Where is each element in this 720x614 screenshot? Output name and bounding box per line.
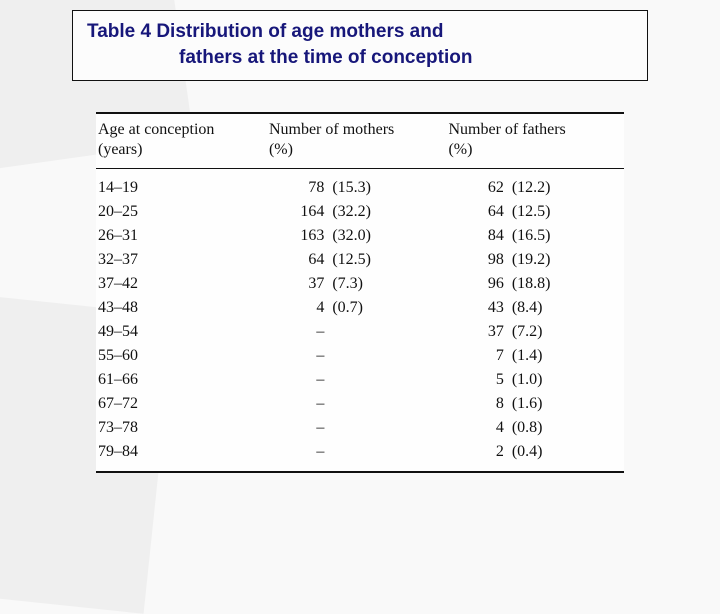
cell-mothers-pct: (0.7) <box>328 296 444 320</box>
cell-mothers-n: 64 <box>265 248 328 272</box>
cell-fathers-pct: (1.6) <box>508 392 624 416</box>
title-box: Table 4 Distribution of age mothers and … <box>72 10 648 81</box>
table-row: 61–66– 5(1.0) <box>96 368 624 392</box>
table-row: 32–3764(12.5)98(19.2) <box>96 248 624 272</box>
table-body: 14–1978(15.3)62(12.2)20–25164(32.2)64(12… <box>96 169 624 473</box>
header-fathers: Number of fathers (%) <box>444 113 624 169</box>
cell-mothers-pct: (7.3) <box>328 272 444 296</box>
title-line-2: fathers at the time of conception <box>87 47 472 68</box>
cell-age: 61–66 <box>96 368 265 392</box>
cell-age: 37–42 <box>96 272 265 296</box>
cell-fathers-pct: (12.5) <box>508 200 624 224</box>
header-fathers-l1: Number of fathers <box>448 121 565 138</box>
table-row: 37–4237(7.3)96(18.8) <box>96 272 624 296</box>
cell-fathers-pct: (0.4) <box>508 440 624 472</box>
cell-mothers-n: – <box>265 344 328 368</box>
table-header-row: Age at conception (years) Number of moth… <box>96 113 624 169</box>
cell-fathers-pct: (12.2) <box>508 169 624 201</box>
cell-age: 49–54 <box>96 320 265 344</box>
header-mothers: Number of mothers (%) <box>265 113 445 169</box>
cell-age: 55–60 <box>96 344 265 368</box>
cell-fathers-pct: (16.5) <box>508 224 624 248</box>
cell-fathers-pct: (18.8) <box>508 272 624 296</box>
cell-fathers-n: 4 <box>444 416 507 440</box>
data-table-container: Age at conception (years) Number of moth… <box>96 112 624 473</box>
cell-mothers-n: – <box>265 440 328 472</box>
cell-mothers-pct: (32.0) <box>328 224 444 248</box>
table-row: 67–72– 8(1.6) <box>96 392 624 416</box>
cell-mothers-pct: (32.2) <box>328 200 444 224</box>
cell-age: 20–25 <box>96 200 265 224</box>
cell-fathers-n: 96 <box>444 272 507 296</box>
title-line-1: Table 4 Distribution of age mothers and <box>87 21 443 42</box>
table-row: 20–25164(32.2)64(12.5) <box>96 200 624 224</box>
cell-fathers-pct: (19.2) <box>508 248 624 272</box>
header-age-l2: (years) <box>98 141 142 158</box>
cell-fathers-n: 2 <box>444 440 507 472</box>
header-mothers-l1: Number of mothers <box>269 121 394 138</box>
header-mothers-l2: (%) <box>269 141 293 158</box>
cell-mothers-pct <box>328 368 444 392</box>
header-fathers-l2: (%) <box>448 141 472 158</box>
table-row: 49–54– 37(7.2) <box>96 320 624 344</box>
cell-mothers-pct <box>328 440 444 472</box>
cell-age: 26–31 <box>96 224 265 248</box>
cell-fathers-pct: (1.4) <box>508 344 624 368</box>
cell-age: 14–19 <box>96 169 265 201</box>
cell-mothers-n: 4 <box>265 296 328 320</box>
cell-fathers-pct: (1.0) <box>508 368 624 392</box>
table-row: 26–31163(32.0)84(16.5) <box>96 224 624 248</box>
cell-mothers-n: – <box>265 368 328 392</box>
cell-fathers-pct: (7.2) <box>508 320 624 344</box>
cell-mothers-n: – <box>265 320 328 344</box>
cell-mothers-n: 78 <box>265 169 328 201</box>
cell-fathers-pct: (0.8) <box>508 416 624 440</box>
cell-mothers-n: 164 <box>265 200 328 224</box>
cell-mothers-n: – <box>265 392 328 416</box>
header-age-l1: Age at conception <box>98 121 214 138</box>
cell-fathers-n: 43 <box>444 296 507 320</box>
cell-mothers-pct: (15.3) <box>328 169 444 201</box>
cell-fathers-n: 7 <box>444 344 507 368</box>
cell-fathers-n: 8 <box>444 392 507 416</box>
cell-mothers-n: 37 <box>265 272 328 296</box>
cell-age: 32–37 <box>96 248 265 272</box>
cell-age: 43–48 <box>96 296 265 320</box>
table-row: 55–60– 7(1.4) <box>96 344 624 368</box>
age-distribution-table: Age at conception (years) Number of moth… <box>96 112 624 473</box>
cell-fathers-n: 98 <box>444 248 507 272</box>
table-row: 43–484(0.7)43(8.4) <box>96 296 624 320</box>
cell-mothers-pct: (12.5) <box>328 248 444 272</box>
cell-fathers-n: 37 <box>444 320 507 344</box>
cell-mothers-n: 163 <box>265 224 328 248</box>
cell-mothers-pct <box>328 320 444 344</box>
table-row: 79–84– 2(0.4) <box>96 440 624 472</box>
cell-mothers-pct <box>328 416 444 440</box>
cell-age: 79–84 <box>96 440 265 472</box>
cell-fathers-pct: (8.4) <box>508 296 624 320</box>
cell-mothers-pct <box>328 392 444 416</box>
cell-fathers-n: 5 <box>444 368 507 392</box>
cell-mothers-n: – <box>265 416 328 440</box>
cell-fathers-n: 62 <box>444 169 507 201</box>
table-row: 73–78– 4(0.8) <box>96 416 624 440</box>
header-age: Age at conception (years) <box>96 113 265 169</box>
cell-age: 67–72 <box>96 392 265 416</box>
table-row: 14–1978(15.3)62(12.2) <box>96 169 624 201</box>
cell-age: 73–78 <box>96 416 265 440</box>
cell-mothers-pct <box>328 344 444 368</box>
cell-fathers-n: 64 <box>444 200 507 224</box>
cell-fathers-n: 84 <box>444 224 507 248</box>
